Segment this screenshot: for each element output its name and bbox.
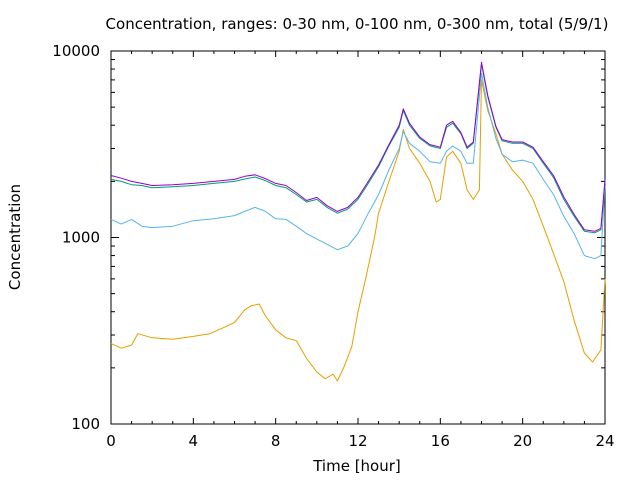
x-tick-label: 20 — [513, 432, 532, 450]
x-tick-label: 8 — [271, 432, 281, 450]
x-tick-label: 4 — [189, 432, 199, 450]
chart-title: Concentration, ranges: 0-30 nm, 0-100 nm… — [106, 15, 609, 33]
y-tick-label: 1000 — [62, 229, 100, 247]
y-axis-label: Concentration — [6, 184, 24, 290]
data-series — [110, 61, 606, 382]
x-axis: 0 4 8 12 16 20 24 — [106, 51, 615, 450]
x-tick-label: 16 — [431, 432, 450, 450]
x-tick-label: 12 — [348, 432, 367, 450]
y-tick-label: 100 — [71, 415, 100, 433]
series-line-1 — [110, 79, 606, 382]
series-line-2 — [110, 72, 606, 260]
plot-frame — [110, 50, 606, 425]
series-line-3 — [110, 63, 606, 234]
x-axis-label: Time [hour] — [312, 457, 401, 475]
series-line-4 — [110, 61, 606, 232]
x-tick-label: 24 — [595, 432, 614, 450]
y-axis: 100 1000 10000 — [52, 42, 605, 433]
y-tick-label: 10000 — [52, 42, 100, 60]
x-tick-label: 0 — [106, 432, 116, 450]
